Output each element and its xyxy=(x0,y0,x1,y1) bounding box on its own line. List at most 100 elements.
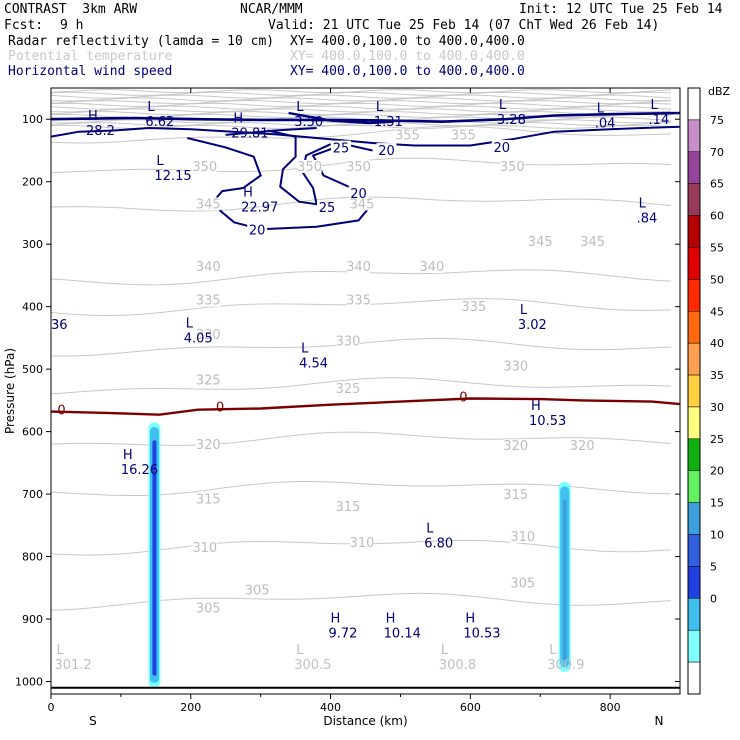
colorbar-swatch xyxy=(687,406,701,440)
theta-label-bg xyxy=(500,159,525,173)
hl-value: 28.2 xyxy=(86,124,115,139)
hl-value: .84 xyxy=(637,212,658,227)
init-time: Init: 12 UTC Tue 25 Feb 14 xyxy=(519,2,723,17)
theta-label-bg xyxy=(196,259,221,273)
hl-value: .04 xyxy=(595,117,616,132)
theta-contour-315 xyxy=(51,481,672,496)
hl-value: 6.80 xyxy=(424,537,453,552)
theta-label: 340 xyxy=(346,260,371,275)
hl-value: 300.9 xyxy=(547,658,584,673)
theta-label-bg xyxy=(196,373,221,387)
hl-value: 16.26 xyxy=(121,463,158,478)
theta-label: 345 xyxy=(580,235,605,250)
theta-label-bg xyxy=(350,536,375,550)
colorbar-swatch xyxy=(687,534,701,567)
hl-letter: H xyxy=(243,185,253,200)
theta-label-bg xyxy=(196,601,221,615)
wind-contour-jet-2 xyxy=(288,111,394,125)
hl-value: 3.28 xyxy=(497,113,526,128)
colorbar-swatch xyxy=(687,502,701,535)
hl-letter: L xyxy=(639,197,647,212)
colorbar-frame xyxy=(687,87,701,695)
hl-value: 301.2 xyxy=(54,658,91,673)
theta-label-bg xyxy=(350,197,375,211)
theta-contour-325 xyxy=(51,377,672,395)
wind-label-bg xyxy=(491,139,512,153)
theta-label: 330 xyxy=(503,359,528,374)
y-tick-label: 1000 xyxy=(15,676,43,689)
theta-label-bg xyxy=(196,328,221,342)
x-tick-label: 800 xyxy=(600,701,621,714)
colorbar-unit: dBZ xyxy=(708,85,731,98)
hl-letter: L xyxy=(499,98,507,113)
zero-isotherm-line xyxy=(51,397,680,416)
theta-label-bg xyxy=(336,499,361,513)
theta-label: 315 xyxy=(196,492,221,507)
wind-label: 20 xyxy=(378,144,395,159)
field-1-xy: XY= 400.0,100.0 to 400.0,400.0 xyxy=(290,34,525,49)
theta-contour-upper xyxy=(51,102,672,107)
colorbar-level-label: 25 xyxy=(710,433,724,446)
fcst-label: Fcst: xyxy=(4,18,44,33)
colorbar-level-label: 45 xyxy=(710,305,724,318)
theta-label-bg xyxy=(196,437,221,451)
theta-label: 355 xyxy=(451,129,476,144)
theta-label: 345 xyxy=(196,197,221,212)
colorbar-swatch xyxy=(687,470,701,503)
theta-label-bg xyxy=(336,334,361,348)
field-2-xy: XY= 400.0,100.0 to 400.0,400.0 xyxy=(290,49,525,64)
theta-label: 310 xyxy=(510,530,535,545)
hl-letter: L xyxy=(549,643,557,658)
wind-contour-20-upper xyxy=(51,125,680,147)
hl-letter: L xyxy=(56,643,64,658)
header-line-1: CONTRAST 3km ARW xyxy=(4,3,137,17)
y-tick-label: 300 xyxy=(22,238,43,251)
theta-label: 305 xyxy=(245,584,270,599)
theta-label-bg xyxy=(510,576,535,590)
colorbar-swatch xyxy=(687,279,701,312)
theta-contour-upper xyxy=(51,97,672,102)
colorbar-swatch xyxy=(687,438,701,471)
theta-label: 350 xyxy=(500,160,525,175)
theta-label-bg xyxy=(580,234,605,248)
theta-label: 320 xyxy=(503,439,528,454)
theta-label: 350 xyxy=(346,160,371,175)
colorbar-level-label: 55 xyxy=(710,241,724,254)
colorbar-level-label: 70 xyxy=(710,146,724,159)
reflectivity-column-0-core xyxy=(152,440,157,676)
theta-label-bg xyxy=(503,487,528,501)
theta-label-bg xyxy=(346,159,371,173)
x-tick-label: 400 xyxy=(320,701,341,714)
x-end-label-south: S xyxy=(89,714,97,728)
hl-value: 22.97 xyxy=(241,200,278,215)
colorbar-swatch xyxy=(687,119,701,153)
hl-letter: H xyxy=(88,109,98,124)
valid-time: Valid: 21 UTC Tue 25 Feb 14 (07 ChT Wed … xyxy=(268,18,660,33)
plot-layer xyxy=(51,89,680,689)
theta-label-bg xyxy=(395,128,420,142)
hl-value: 1.31 xyxy=(374,115,403,130)
theta-label: 345 xyxy=(528,235,553,250)
theta-label-bg xyxy=(192,541,217,555)
hl-value: 10.14 xyxy=(384,627,421,642)
theta-contour-355 xyxy=(51,125,672,144)
y-tick-label: 200 xyxy=(22,176,43,189)
field-3-name: Horizontal wind speed xyxy=(8,64,173,79)
wind-label-bg xyxy=(376,143,397,157)
hl-value: 9.72 xyxy=(328,627,357,642)
theta-label: 320 xyxy=(196,438,221,453)
theta-contour-upper xyxy=(51,91,672,96)
theta-contour-upper xyxy=(51,108,672,113)
y-tick-label: 400 xyxy=(22,301,43,314)
x-tick-label: 200 xyxy=(180,701,201,714)
x-end-label-north: N xyxy=(655,714,664,728)
hl-value: 10.53 xyxy=(529,414,566,429)
theta-contour-upper xyxy=(51,122,672,127)
theta-label-bg xyxy=(451,128,476,142)
y-tick-label: 900 xyxy=(22,613,43,626)
org-name: NCAR/MMM xyxy=(240,2,303,17)
hl-letter: H xyxy=(233,112,243,127)
theta-label: 305 xyxy=(196,602,221,617)
theta-label: 335 xyxy=(196,294,221,309)
theta-label: 330 xyxy=(336,334,361,349)
